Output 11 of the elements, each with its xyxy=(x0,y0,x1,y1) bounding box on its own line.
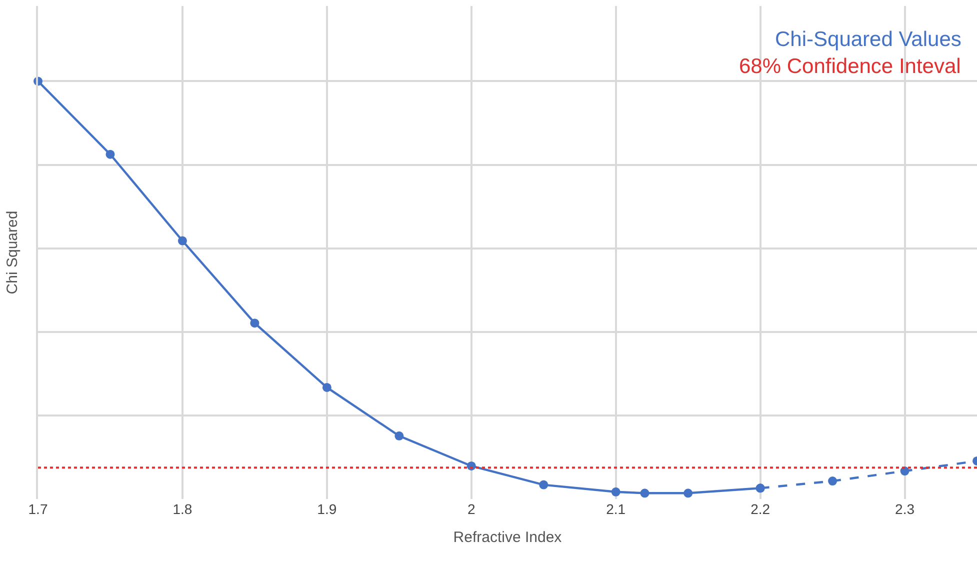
y-axis-title: Chi Squared xyxy=(4,210,21,294)
x-tick-label: 2 xyxy=(467,501,476,517)
x-tick-label: 1.7 xyxy=(28,501,48,517)
x-tick-label: 2.2 xyxy=(750,501,770,517)
x-tick-label: 2.1 xyxy=(606,501,626,517)
x-axis-title: Refractive Index xyxy=(453,529,562,546)
x-tick-label: 2.3 xyxy=(895,501,915,517)
ref-line-label: 68% Confidence Inteval xyxy=(739,55,961,78)
x-tick-label: 1.9 xyxy=(317,501,337,517)
x-tick-label: 1.8 xyxy=(172,501,192,517)
text: Chi-Squared Values xyxy=(775,28,962,51)
